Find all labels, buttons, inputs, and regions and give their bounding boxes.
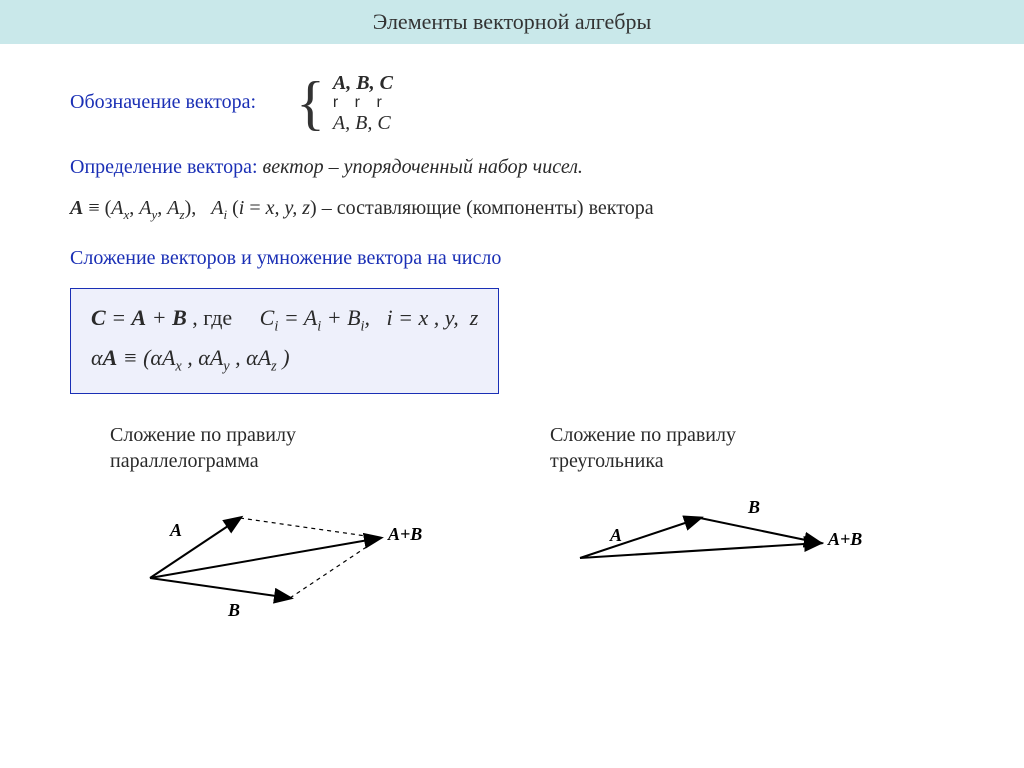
brace-icon: { (296, 76, 325, 130)
parallelogram-caption: Сложение по правилу параллелограмма (110, 422, 296, 474)
page-title: Элементы векторной алгебры (373, 9, 652, 35)
components-desc: – составляющие (компоненты) вектора (322, 197, 654, 219)
notation-lines: A, B, C r r r A, B, C (333, 72, 393, 134)
caption-para-l1: Сложение по правилу (110, 424, 296, 446)
formula-line-2: αA ≡ (αAx , αAy , αAz ) (91, 345, 478, 375)
definition-body: вектор – упорядоченный набор чисел. (263, 156, 583, 178)
notation-line1: A, B, C (333, 72, 393, 94)
svg-text:A+B: A+B (387, 524, 422, 544)
svg-text:A+B: A+B (827, 529, 862, 549)
triangle-caption: Сложение по правилу треугольника (550, 422, 736, 474)
parallelogram-diagram: A B A+B (110, 488, 430, 623)
notation-line2: r r r (333, 94, 388, 112)
caption-para-l2: параллелограмма (110, 450, 259, 472)
components-row: A ≡ (Ax, Ay, Az), Ai (i = x, y, z) – сос… (70, 197, 954, 223)
definition-label: Определение вектора: (70, 156, 258, 178)
components-formula: A ≡ (Ax, Ay, Az), Ai (i = x, y, z) (70, 197, 322, 219)
triangle-diagram: A B A+B (550, 488, 870, 598)
caption-tri-l2: треугольника (550, 450, 664, 472)
title-bar: Элементы векторной алгебры (0, 0, 1024, 44)
formula-box: C = A + B , где Ci = Ai + Bi, i = x , y,… (70, 288, 499, 395)
caption-tri-l1: Сложение по правилу (550, 424, 736, 446)
diagram-section: Сложение по правилу параллелограмма (70, 422, 954, 623)
svg-text:A: A (169, 520, 182, 540)
notation-block: { A, B, C r r r A, B, C (296, 72, 393, 134)
definition-row: Определение вектора: вектор – упорядочен… (70, 156, 954, 179)
svg-text:A: A (609, 525, 622, 545)
svg-text:B: B (227, 600, 240, 620)
notation-label: Обозначение вектора: (70, 91, 256, 114)
formula-line-1: C = A + B , где Ci = Ai + Bi, i = x , y,… (91, 305, 478, 335)
svg-text:B: B (747, 497, 760, 517)
notation-line3: A, B, C (333, 112, 391, 134)
section-addition: Сложение векторов и умножение вектора на… (70, 247, 954, 270)
content-area: Обозначение вектора: { A, B, C r r r A, … (0, 44, 1024, 623)
triangle-column: Сложение по правилу треугольника A B A (550, 422, 870, 623)
parallelogram-column: Сложение по правилу параллелограмма (110, 422, 430, 623)
notation-row: Обозначение вектора: { A, B, C r r r A, … (70, 72, 954, 134)
